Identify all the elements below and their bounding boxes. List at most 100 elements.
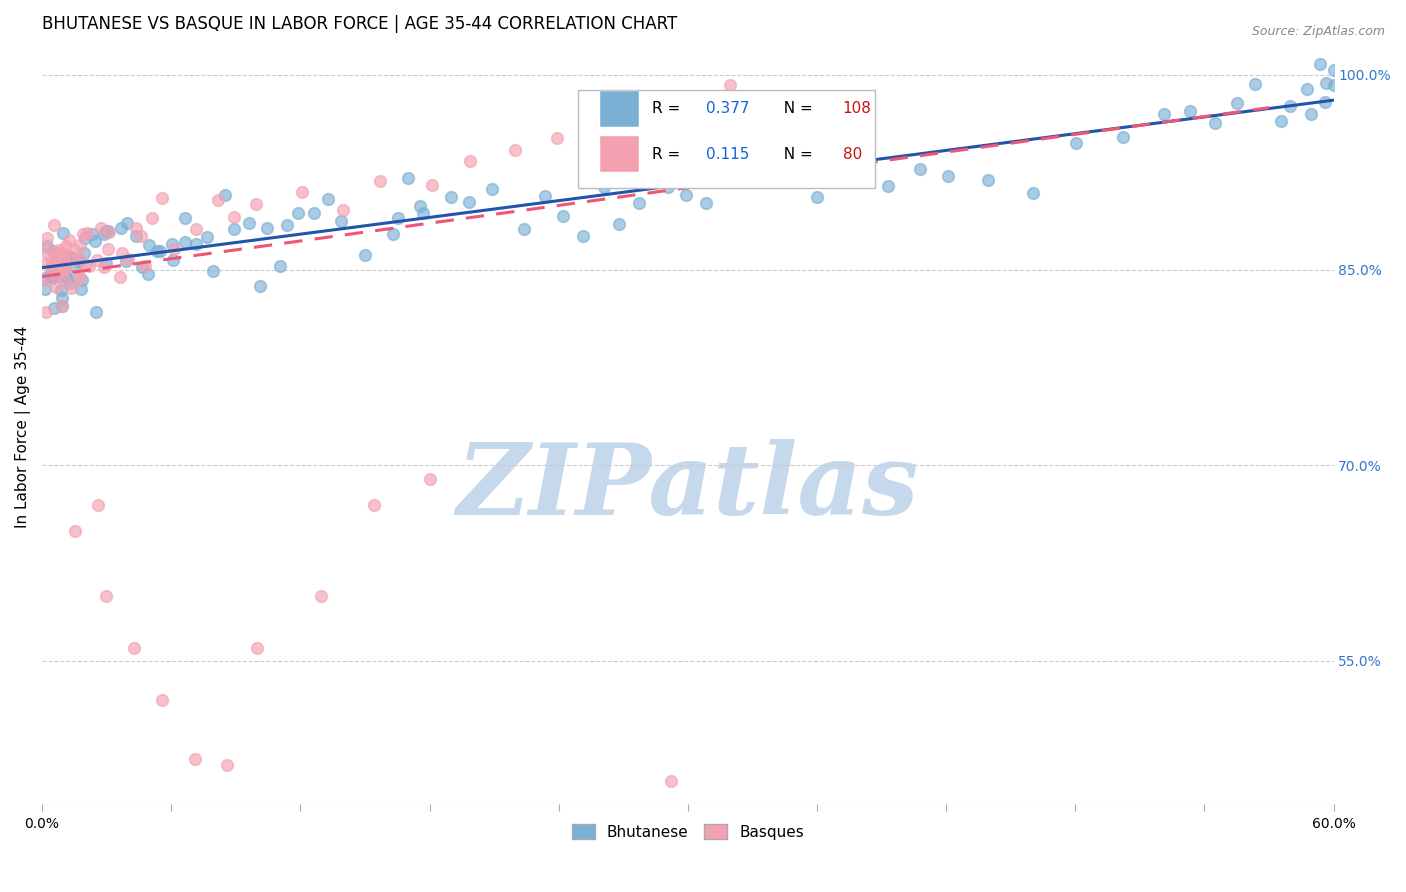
Point xyxy=(150,191,173,205)
Point xyxy=(115,254,138,268)
Point xyxy=(51,250,73,264)
Point xyxy=(51,291,73,305)
Point xyxy=(1243,77,1265,91)
Point xyxy=(63,524,86,538)
Point xyxy=(513,222,536,236)
Point xyxy=(363,498,385,512)
Point xyxy=(51,299,73,313)
Point xyxy=(62,252,84,267)
Point xyxy=(42,271,65,285)
Legend: Bhutanese, Basques: Bhutanese, Basques xyxy=(565,818,810,846)
Point xyxy=(309,589,332,603)
Point xyxy=(440,190,463,204)
Point xyxy=(720,160,742,174)
Point xyxy=(1226,96,1249,111)
Point xyxy=(48,246,70,260)
Point xyxy=(129,228,152,243)
Point xyxy=(1279,99,1302,113)
Point xyxy=(77,260,100,274)
Point xyxy=(35,305,58,319)
Point xyxy=(628,195,651,210)
Point xyxy=(52,263,75,277)
Point xyxy=(977,172,1000,186)
Point xyxy=(67,250,90,264)
Point xyxy=(69,238,91,252)
Point xyxy=(39,268,62,283)
Point xyxy=(174,211,197,226)
Point xyxy=(37,231,59,245)
Point xyxy=(98,225,121,239)
Point xyxy=(1153,106,1175,120)
Point xyxy=(41,244,63,259)
Point xyxy=(67,272,90,286)
Point xyxy=(1315,76,1337,90)
Point xyxy=(354,248,377,262)
Text: N =: N = xyxy=(775,147,818,161)
Point xyxy=(481,182,503,196)
Point xyxy=(657,180,679,194)
Point xyxy=(41,269,63,284)
Point xyxy=(222,222,245,236)
Point xyxy=(806,190,828,204)
Point xyxy=(87,498,110,512)
Point xyxy=(35,269,58,284)
Point xyxy=(59,276,82,290)
Point xyxy=(97,242,120,256)
Point xyxy=(1021,186,1043,201)
Point xyxy=(96,256,118,270)
Point xyxy=(63,260,86,274)
Point xyxy=(503,143,526,157)
Point xyxy=(37,248,59,262)
Point xyxy=(136,267,159,281)
Point xyxy=(184,222,207,236)
Point xyxy=(67,268,90,282)
Point xyxy=(52,227,75,241)
Point xyxy=(162,242,184,256)
Point xyxy=(70,273,93,287)
Point xyxy=(53,250,76,264)
Point xyxy=(42,301,65,316)
Point xyxy=(534,189,557,203)
Point xyxy=(201,264,224,278)
Point xyxy=(84,234,107,248)
Point xyxy=(34,282,56,296)
Point xyxy=(1309,57,1331,71)
Point xyxy=(45,255,67,269)
Point xyxy=(35,256,58,270)
Point xyxy=(131,260,153,274)
Text: 80: 80 xyxy=(842,147,862,161)
Point xyxy=(908,161,931,176)
Text: R =: R = xyxy=(651,147,685,161)
Point xyxy=(823,156,845,170)
Point xyxy=(51,299,73,313)
Point xyxy=(138,237,160,252)
Point xyxy=(146,244,169,258)
Point xyxy=(672,114,695,128)
Point xyxy=(332,202,354,217)
Point xyxy=(759,118,782,132)
Point xyxy=(316,192,339,206)
Y-axis label: In Labor Force | Age 35-44: In Labor Force | Age 35-44 xyxy=(15,326,31,527)
Point xyxy=(73,231,96,245)
Point xyxy=(90,220,112,235)
Text: N =: N = xyxy=(775,102,818,117)
Point xyxy=(55,239,77,253)
Point xyxy=(115,216,138,230)
Point xyxy=(546,131,568,145)
Point xyxy=(1296,82,1319,96)
Point xyxy=(67,254,90,268)
Point xyxy=(94,224,117,238)
Point xyxy=(39,261,62,276)
Point xyxy=(70,282,93,296)
Point xyxy=(936,169,959,183)
Point xyxy=(111,245,134,260)
Point xyxy=(238,216,260,230)
Point xyxy=(66,253,89,268)
Point xyxy=(695,195,717,210)
Point xyxy=(207,193,229,207)
Point xyxy=(1112,130,1135,145)
Point xyxy=(551,209,574,223)
Point xyxy=(51,284,73,298)
Point xyxy=(368,174,391,188)
Point xyxy=(290,186,312,200)
